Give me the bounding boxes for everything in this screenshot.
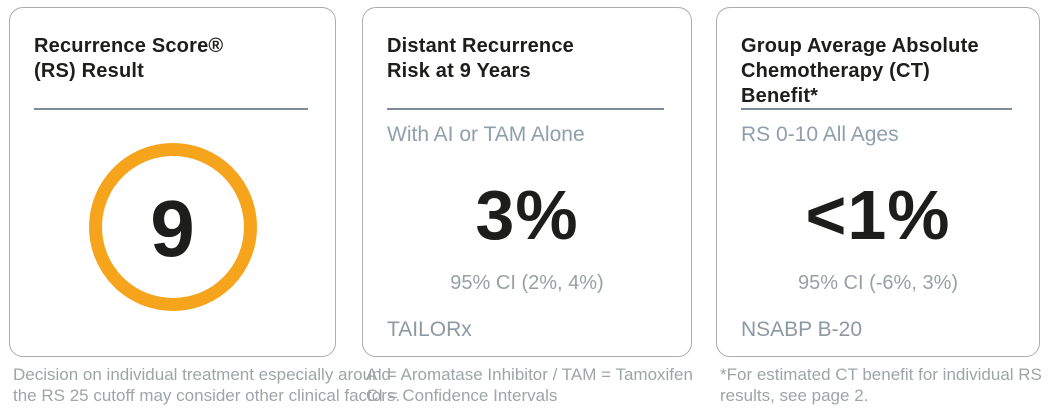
footnote-line: results, see page 2. bbox=[720, 386, 869, 405]
title-line: Chemotherapy (CT) bbox=[741, 60, 930, 82]
recurrence-score-value: 9 bbox=[150, 184, 195, 273]
title-line: Recurrence Score® bbox=[34, 35, 224, 57]
title-line: Distant Recurrence bbox=[387, 35, 574, 57]
divider-line bbox=[741, 108, 1012, 110]
divider-line bbox=[387, 108, 664, 110]
abbreviations-footnote: AI = Aromatase Inhibitor / TAM = Tamoxif… bbox=[362, 364, 693, 406]
title-line: (RS) Result bbox=[34, 60, 144, 82]
footnote-line: Decision on individual treatment especia… bbox=[13, 365, 391, 384]
risk-percentage-value: 3% bbox=[475, 176, 579, 254]
confidence-interval: 95% CI (-6%, 3%) bbox=[797, 272, 959, 294]
footnote-line: AI = Aromatase Inhibitor / TAM = Tamoxif… bbox=[366, 365, 693, 384]
footnote-line: *For estimated CT benefit for individual… bbox=[720, 365, 1042, 384]
confidence-interval: 95% CI (2%, 4%) bbox=[450, 272, 604, 294]
recurrence-score-column: Recurrence Score® (RS) Result 9 Decision… bbox=[9, 7, 401, 406]
footnote-line: CI = Confidence Intervals bbox=[366, 386, 558, 405]
study-name: NSABP B-20 bbox=[741, 318, 863, 341]
distant-recurrence-card: Distant Recurrence Risk at 9 Years With … bbox=[362, 7, 692, 357]
recurrence-score-footnote: Decision on individual treatment especia… bbox=[9, 364, 401, 406]
treatment-arm-label: With AI or TAM Alone bbox=[387, 123, 585, 146]
distant-recurrence-title: Distant Recurrence Risk at 9 Years bbox=[387, 34, 671, 84]
chemotherapy-benefit-column: Group Average Absolute Chemotherapy (CT)… bbox=[716, 7, 1042, 406]
title-line: Risk at 9 Years bbox=[387, 60, 531, 82]
recurrence-score-card: Recurrence Score® (RS) Result 9 bbox=[9, 7, 336, 357]
footnote-line: the RS 25 cutoff may consider other clin… bbox=[13, 386, 401, 405]
divider-line bbox=[34, 108, 308, 110]
patient-group-label: RS 0-10 All Ages bbox=[741, 123, 899, 146]
title-line: Group Average Absolute bbox=[741, 35, 979, 57]
distant-recurrence-column: Distant Recurrence Risk at 9 Years With … bbox=[362, 7, 693, 406]
ct-benefit-footnote: *For estimated CT benefit for individual… bbox=[716, 364, 1042, 406]
title-line: Benefit* bbox=[741, 85, 819, 107]
benefit-percentage-value: <1% bbox=[805, 176, 951, 254]
chemotherapy-benefit-title: Group Average Absolute Chemotherapy (CT)… bbox=[741, 34, 1019, 109]
recurrence-score-title: Recurrence Score® (RS) Result bbox=[34, 34, 315, 84]
study-name: TAILORx bbox=[387, 318, 472, 341]
score-ring: 9 bbox=[88, 143, 257, 311]
chemotherapy-benefit-card: Group Average Absolute Chemotherapy (CT)… bbox=[716, 7, 1040, 357]
